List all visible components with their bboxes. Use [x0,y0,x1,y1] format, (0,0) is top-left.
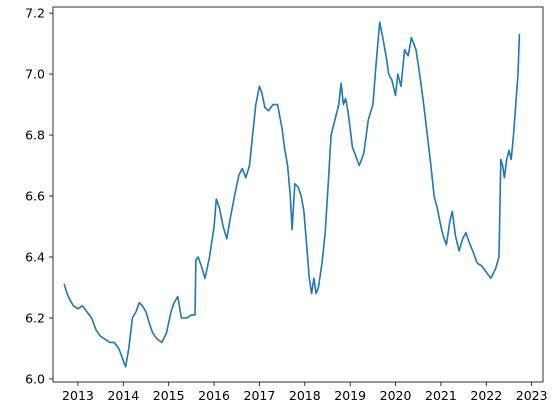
y-tick-label: 6.4 [25,250,45,265]
x-axis: 2013 2014 2015 2016 2017 2018 2019 2020 2021 2022… [62,382,548,403]
series-layer [63,21,521,368]
x-tick-label: 2021 [425,388,457,403]
y-tick-label: 6.2 [25,310,45,325]
x-tick-label: 2017 [244,388,276,403]
x-tick-label: 2014 [107,388,139,403]
series-line-0 [63,21,521,368]
x-tick-label: 2020 [380,388,412,403]
y-tick-label: 6.8 [25,128,45,143]
x-tick-label: 2022 [470,388,502,403]
y-tick-label: 6.6 [25,189,45,204]
x-tick-label: 2019 [334,388,366,403]
y-tick-label: 7.2 [25,6,45,21]
x-tick-label: 2018 [289,388,321,403]
plot-area [52,6,544,383]
x-tick-label: 2023 [516,388,548,403]
x-tick-label: 2013 [62,388,94,403]
axes-frame [52,6,544,383]
x-tick-label: 2016 [198,388,230,403]
y-tick-label: 6.0 [25,371,45,386]
y-tick-label: 7.0 [25,67,45,82]
y-axis: 6.0 6.2 6.4 6.6 6.8 7.0 7.2 [25,6,53,386]
x-tick-label: 2015 [153,388,185,403]
